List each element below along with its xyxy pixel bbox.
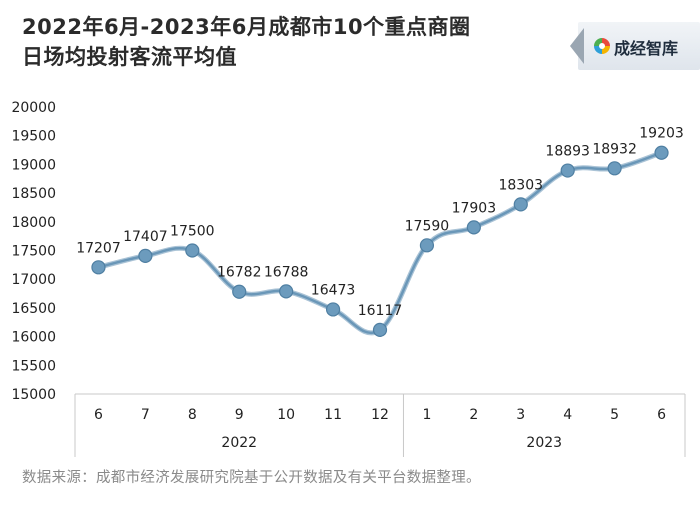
- y-tick-label: 16000: [11, 330, 56, 346]
- data-point: [279, 284, 294, 299]
- data-label: 17407: [123, 229, 168, 245]
- y-tick-label: 19000: [11, 157, 56, 173]
- data-point: [185, 243, 200, 258]
- y-tick-label: 16500: [11, 301, 56, 317]
- data-point: [419, 238, 435, 253]
- data-label: 18303: [498, 177, 543, 193]
- data-label: 17500: [170, 224, 215, 240]
- y-tick-label: 17500: [11, 244, 56, 260]
- y-tick-label: 20000: [11, 100, 56, 116]
- data-point: [560, 163, 575, 178]
- x-tick-label: 6: [94, 407, 103, 423]
- data-label: 17903: [452, 200, 497, 216]
- x-tick-label: 5: [610, 407, 619, 423]
- y-tick-label: 18000: [11, 215, 56, 231]
- data-label: 16117: [358, 303, 403, 319]
- y-tick-label: 17000: [11, 272, 56, 288]
- y-tick-label: 15500: [11, 358, 56, 374]
- y-tick-label: 19500: [11, 129, 56, 145]
- data-label: 18893: [545, 144, 590, 160]
- x-group-label: 2022: [221, 435, 257, 451]
- x-tick-label: 1: [422, 407, 431, 423]
- x-group-label: 2023: [526, 435, 562, 451]
- chart-title-line-2: 日场均投射客流平均值: [22, 45, 237, 69]
- x-tick-label: 7: [141, 407, 150, 423]
- x-tick-label: 12: [371, 407, 389, 423]
- data-point: [654, 145, 669, 160]
- y-tick-label: 15000: [11, 387, 56, 403]
- x-tick-label: 8: [188, 407, 197, 423]
- data-point: [232, 284, 247, 299]
- data-point: [325, 302, 341, 317]
- data-source-note: 数据来源：成都市经济发展研究院基于公开数据及有关平台数据整理。: [22, 470, 481, 486]
- data-point: [138, 248, 153, 263]
- chart-title: 2022年6月-2023年6月成都市10个重点商圈 日场均投射客流平均值: [22, 12, 471, 72]
- data-label: 16782: [217, 265, 262, 281]
- x-tick-label: 10: [277, 407, 295, 423]
- colorful-circle-logo-icon: [594, 38, 610, 54]
- chart-title-line-1: 2022年6月-2023年6月成都市10个重点商圈: [22, 15, 471, 39]
- data-label: 17590: [405, 218, 450, 234]
- data-label: 16473: [311, 282, 356, 298]
- data-point: [91, 260, 106, 275]
- x-tick-label: 9: [235, 407, 244, 423]
- x-tick-label: 3: [516, 407, 525, 423]
- x-tick-label: 4: [563, 407, 572, 423]
- x-tick-label: 2: [469, 407, 478, 423]
- data-label: 16788: [264, 264, 309, 280]
- data-label: 19203: [639, 126, 684, 142]
- brand-logo: 成经智库: [570, 22, 700, 70]
- chevron-left-icon: [570, 28, 584, 64]
- x-tick-label: 6: [657, 407, 666, 423]
- data-point: [372, 322, 388, 337]
- y-tick-label: 18500: [11, 186, 56, 202]
- data-point: [466, 220, 481, 235]
- logo-text: 成经智库: [614, 39, 679, 58]
- data-label: 18932: [592, 141, 637, 157]
- data-label: 17207: [76, 240, 121, 256]
- data-point: [607, 161, 622, 176]
- data-point: [513, 197, 528, 212]
- x-tick-label: 11: [324, 407, 342, 423]
